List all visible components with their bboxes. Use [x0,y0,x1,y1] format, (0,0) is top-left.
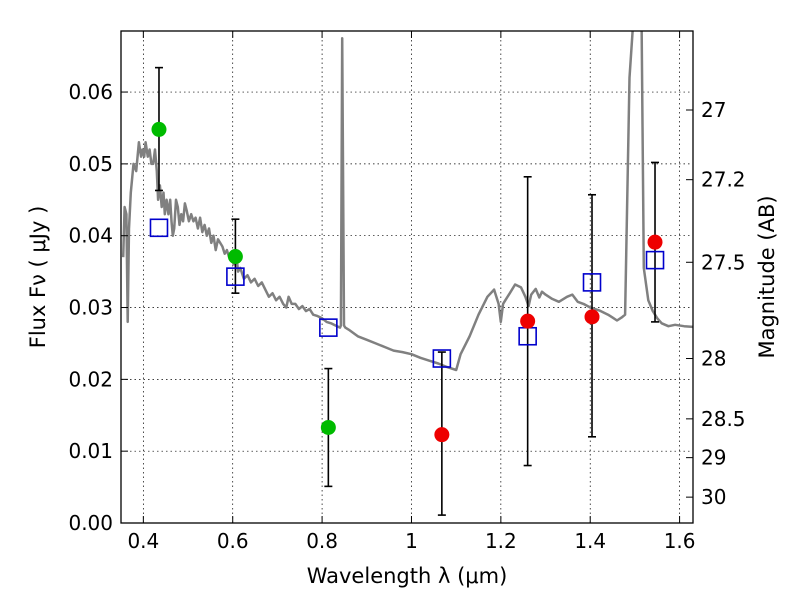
observed-point [227,249,243,265]
model-photometry-square [582,273,602,292]
x-tick-label: 1.2 [485,529,517,553]
y-tick-label: 0.01 [68,439,113,463]
observed-point [434,427,450,443]
plot-frame [120,30,694,524]
x-axis-title: Wavelength λ (μm) [307,564,508,588]
y-tick-label: 0.04 [68,224,113,248]
x-tick-label: 1.4 [574,529,606,553]
axis-ticks: 0.4 0.6 0.8 1 1.2 1.4 1.6 0.00 0.01 0.02 0.03 0.04 0… [68,31,746,553]
observed-point [584,309,600,325]
mag-tick-label: 27 [701,98,726,122]
model-photometry-square [149,218,169,238]
x-tick-label: 0.8 [306,529,338,553]
mag-tick-label: 30 [701,485,726,509]
observed-point [520,313,536,329]
mag-tick-label: 28.5 [701,407,746,431]
x-tick-label: 1.6 [664,529,696,553]
x-tick-label: 0.6 [217,529,249,553]
model-photometry-square [432,349,452,368]
x-tick-label: 0.4 [127,529,159,553]
y-tick-label: 0.03 [68,296,113,320]
observed-point [320,419,336,435]
y-tick-label: 0.05 [68,152,113,176]
mag-tick-label: 28 [701,347,726,371]
y-axis-title-right: Magnitude (AB) [755,195,779,358]
model-photometry-square [645,250,665,270]
mag-tick-label: 29 [701,446,726,470]
grid-lines [121,31,693,524]
x-tick-label: 1 [405,529,418,553]
observed-point [647,234,663,250]
model-spectrum-line [121,31,693,372]
mag-tick-label: 27.2 [701,168,746,192]
mag-tick-label: 27.5 [701,250,746,274]
y-tick-label: 0.02 [68,367,113,391]
y-tick-label: 0.06 [68,80,113,104]
observed-point [151,121,167,137]
plot-area [121,31,693,516]
model-photometry-square [319,318,338,337]
y-axis-title-left: Flux Fν ( μJy ) [26,206,50,349]
model-photometry-square [226,267,245,286]
y-tick-label: 0.00 [68,511,113,535]
